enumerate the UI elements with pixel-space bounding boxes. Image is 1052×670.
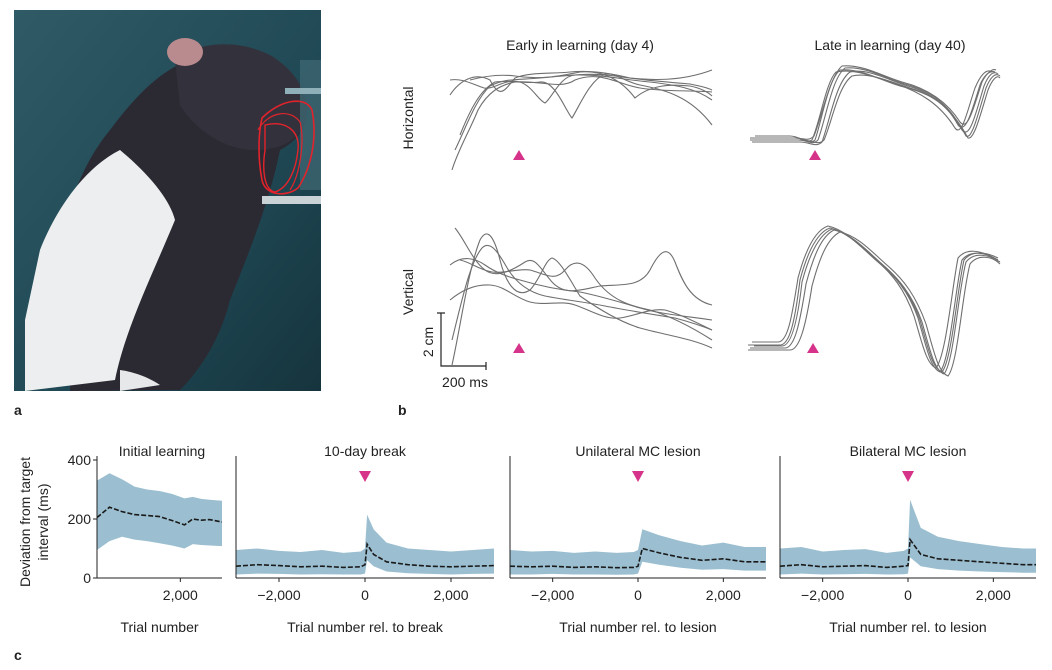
x-tick-label-1-2: 2,000	[433, 587, 468, 603]
mean-line-1	[235, 541, 495, 569]
sd-band-1	[236, 514, 494, 575]
x-tick-label-3-1: 0	[904, 587, 912, 603]
panel-label-c: c	[14, 647, 22, 663]
y-tick-label-0-1: 200	[68, 511, 92, 527]
panel-b-title-late: Late in learning (day 40)	[815, 37, 966, 53]
y-tick-label-0-2: 400	[68, 452, 92, 468]
event-marker-2	[632, 471, 644, 482]
traces-early-horizontal	[449, 69, 713, 171]
row-label-horizontal: Horizontal	[400, 86, 416, 149]
sd-band-0	[97, 473, 222, 550]
x-axis-label-3: Trial number rel. to lesion	[829, 619, 986, 635]
marker-late-horizontal	[809, 150, 821, 160]
x-tick-label-1-0: −2,000	[257, 587, 300, 603]
rat-photo	[14, 10, 321, 391]
x-tick-label-2-2: 2,000	[706, 587, 741, 603]
x-tick-label-1-1: 0	[361, 587, 369, 603]
x-tick-label-2-1: 0	[634, 587, 642, 603]
x-tick-label-3-2: 2,000	[976, 587, 1011, 603]
x-tick-label-2-0: −2,000	[531, 587, 574, 603]
y-axis-label-line2: interval (ms)	[35, 483, 51, 560]
event-marker-1	[359, 471, 371, 482]
panel-label-b: b	[398, 402, 407, 418]
marker-late-vertical	[807, 343, 819, 353]
x-axis-label-1: Trial number rel. to break	[287, 619, 444, 635]
panel-b-title-early: Early in learning (day 4)	[506, 37, 654, 53]
y-tick-label-0-0: 0	[83, 570, 91, 586]
scale-bar-vertical-label: 2 cm	[420, 327, 436, 357]
x-axis-label-0: Trial number	[120, 619, 198, 635]
scale-bar	[437, 312, 487, 370]
panel-label-a: a	[14, 402, 22, 418]
mean-line-3	[779, 537, 1036, 569]
x-tick-label-0-0: 2,000	[163, 587, 198, 603]
sd-band-2	[510, 529, 766, 575]
chart-title-1: 10-day break	[324, 443, 407, 459]
chart-title-2: Unilateral MC lesion	[575, 443, 700, 459]
traces-early-vertical	[449, 227, 713, 366]
y-axis-label-line1: Deviation from target	[17, 457, 33, 587]
chart-title-0: Initial learning	[119, 443, 205, 459]
marker-early-vertical	[513, 343, 525, 353]
traces-late-horizontal	[750, 65, 1001, 146]
event-marker-3	[902, 471, 914, 482]
x-tick-label-3-0: −2,000	[801, 587, 844, 603]
mean-line-2	[509, 547, 766, 569]
row-label-vertical: Vertical	[400, 269, 416, 315]
panel-b: Early in learning (day 4) Late in learni…	[400, 37, 1001, 390]
marker-early-horizontal	[513, 150, 525, 160]
panel-c: 0 200 400 2,000 Initial learning Trial number…	[68, 443, 1036, 635]
mean-line-0	[96, 506, 223, 526]
chart-title-3: Bilateral MC lesion	[850, 443, 967, 459]
sd-band-3	[780, 499, 1036, 575]
x-axis-label-2: Trial number rel. to lesion	[559, 619, 716, 635]
scale-bar-horizontal-label: 200 ms	[442, 374, 488, 390]
traces-late-vertical	[748, 225, 1001, 377]
